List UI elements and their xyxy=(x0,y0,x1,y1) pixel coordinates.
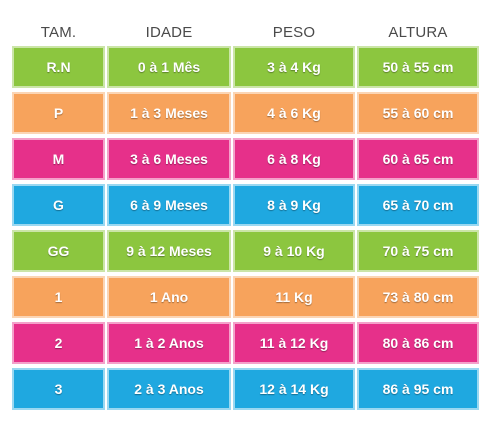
cell-idade: 1 à 2 Anos xyxy=(107,322,231,364)
cell-peso: 12 à 14 Kg xyxy=(233,368,355,410)
cell-idade: 3 à 6 Meses xyxy=(107,138,231,180)
cell-idade: 9 à 12 Meses xyxy=(107,230,231,272)
cell-tam: GG xyxy=(12,230,105,272)
cell-altura: 65 à 70 cm xyxy=(357,184,479,226)
cell-tam: P xyxy=(12,92,105,134)
cell-tam: 3 xyxy=(12,368,105,410)
cell-peso: 11 à 12 Kg xyxy=(233,322,355,364)
cell-peso: 8 à 9 Kg xyxy=(233,184,355,226)
cell-idade: 1 Ano xyxy=(107,276,231,318)
cell-peso: 4 à 6 Kg xyxy=(233,92,355,134)
cell-tam: 2 xyxy=(12,322,105,364)
table-row: GG 9 à 12 Meses 9 à 10 Kg 70 à 75 cm xyxy=(0,230,491,272)
header-tam: TAM. xyxy=(40,24,77,41)
cell-altura: 60 à 65 cm xyxy=(357,138,479,180)
cell-tam: R.N xyxy=(12,46,105,88)
cell-peso: 9 à 10 Kg xyxy=(233,230,355,272)
cell-idade: 0 à 1 Mês xyxy=(107,46,231,88)
cell-peso: 6 à 8 Kg xyxy=(233,138,355,180)
header-peso: PESO xyxy=(272,24,316,41)
cell-altura: 80 à 86 cm xyxy=(357,322,479,364)
cell-altura: 73 à 80 cm xyxy=(357,276,479,318)
header-idade: IDADE xyxy=(145,24,193,41)
cell-idade: 1 à 3 Meses xyxy=(107,92,231,134)
cell-altura: 55 à 60 cm xyxy=(357,92,479,134)
size-table-header: TAM. IDADE PESO ALTURA xyxy=(0,20,491,46)
cell-peso: 11 Kg xyxy=(233,276,355,318)
cell-altura: 86 à 95 cm xyxy=(357,368,479,410)
header-altura: ALTURA xyxy=(388,24,448,41)
cell-idade: 2 à 3 Anos xyxy=(107,368,231,410)
cell-altura: 70 à 75 cm xyxy=(357,230,479,272)
cell-tam: M xyxy=(12,138,105,180)
table-row: R.N 0 à 1 Mês 3 à 4 Kg 50 à 55 cm xyxy=(0,46,491,88)
cell-tam: G xyxy=(12,184,105,226)
cell-idade: 6 à 9 Meses xyxy=(107,184,231,226)
cell-altura: 50 à 55 cm xyxy=(357,46,479,88)
cell-tam: 1 xyxy=(12,276,105,318)
cell-peso: 3 à 4 Kg xyxy=(233,46,355,88)
